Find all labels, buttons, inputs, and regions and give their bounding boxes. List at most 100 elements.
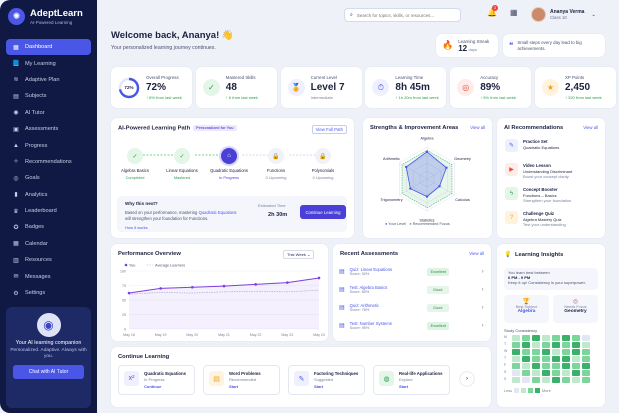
heatmap-cell (512, 377, 520, 383)
sidebar-item-label: Assessments (25, 126, 59, 133)
sidebar-item-label: Goals (25, 175, 40, 182)
path-node-linear-equations[interactable]: ✓ Linear Equations Mastered (162, 148, 202, 180)
sidebar-item-dashboard[interactable]: ▦ Dashboard (6, 39, 91, 56)
sidebar-item-settings[interactable]: ⚙ Settings (6, 285, 91, 301)
needs-focus: ◎ Needs Focus Geometry (553, 295, 598, 323)
heatmap-scale: Less More (504, 388, 551, 393)
lock-icon: 🔒 (315, 148, 331, 164)
radar-point (445, 166, 448, 169)
stat-text: Learning Time 8h 45m ↑ 1h 20m from last we… (395, 75, 438, 100)
assessment-row[interactable]: ▤ Test: Algebra Basics Score: 85% Good › (339, 282, 485, 297)
chat-ai-tutor-button[interactable]: Chat with AI Tutor (13, 365, 84, 379)
how-it-works-link[interactable]: How it works (125, 225, 148, 230)
sidebar-item-leaderboard[interactable]: ♛ Leaderboard (6, 203, 91, 219)
doc-icon: ▤ (339, 305, 345, 311)
radar-axis (426, 162, 455, 180)
rec-item-video-lesson[interactable]: ▶ Video Lesson Understanding Discriminant B… (505, 163, 572, 179)
sidebar-item-messages[interactable]: ✉ Messages (6, 268, 91, 284)
radar-point (425, 195, 429, 198)
stat-card-learning-time: ⏱ Learning Time 8h 45m ↑ 1h 20m from last w… (365, 67, 447, 108)
continue-action-button[interactable]: Continue (144, 383, 162, 389)
sidebar-item-label: Analytics (25, 191, 48, 198)
path-node-functions[interactable]: 🔒 Functions 0 Upcoming (256, 148, 296, 180)
radar-label-geometry: Geometry (454, 157, 471, 161)
continue-action-button[interactable]: Start (314, 383, 324, 389)
continue-action-button[interactable]: Start (399, 383, 409, 389)
rec-item-challenge-quiz[interactable]: ? Challenge Quiz Algebra Mastery Quiz Test … (505, 211, 566, 227)
sidebar-item-resources[interactable]: ▥ Resources (6, 252, 91, 268)
you-point (127, 291, 131, 295)
brand: ✺ AdeptLearn AI-Powered Learning (8, 8, 83, 25)
continue-item-factoring-techniques[interactable]: ✎ Factoring Techniques Suggested Start (288, 365, 365, 395)
user-menu[interactable]: Ananya Verma Class 10 ⌄ (531, 7, 596, 22)
continue-item-real-life-applications[interactable]: ◍ Real-life Applications Explore Start (373, 365, 450, 395)
strengths-view-all-link[interactable]: View all (470, 125, 485, 130)
path-node-polynomials[interactable]: 🔒 Polynomials 0 Upcoming (303, 148, 343, 180)
assess-view-all-link[interactable]: View all (469, 251, 484, 256)
target-icon: ◎ (13, 175, 19, 182)
radar-label-statistics: Statistics (419, 219, 434, 223)
sidebar-item-goals[interactable]: ◎ Goals (6, 170, 91, 186)
next-arrow-button[interactable]: › (460, 372, 474, 386)
view-full-path-link[interactable]: View Full Path (311, 125, 347, 134)
you-area (129, 277, 319, 329)
sidebar-item-label: AI Tutor (25, 109, 45, 116)
heatmap-cell (572, 349, 580, 355)
why-next-title: Why this next? (125, 201, 158, 206)
resources-icon: ▥ (13, 257, 19, 264)
search-input[interactable] (356, 12, 452, 18)
recs-view-all-link[interactable]: View all (583, 125, 598, 130)
sidebar-item-calendar[interactable]: ▦ Calendar (6, 236, 91, 252)
assessment-row[interactable]: ▤ Quiz: Arithmetic Score: 78% Good › (339, 300, 485, 315)
avatar (531, 7, 546, 22)
you-point (191, 285, 194, 289)
quote-card: ❝ Small steps every day lead to big achi… (503, 34, 605, 57)
assessment-row[interactable]: ▤ Test: Number Systems Score: 95% Excellent… (339, 318, 485, 333)
assessment-score: Score: 95% (349, 326, 370, 330)
sidebar-item-adaptive-plan[interactable]: ≋ Adaptive Plan (6, 72, 91, 88)
path-node-algebra-basics[interactable]: ✓ Algebra Basics Completed (115, 148, 155, 180)
sidebar-item-subjects[interactable]: ▤ Subjects (6, 88, 91, 104)
assessment-row[interactable]: ▤ Quiz: Linear Equations Score: 92% Excelle… (339, 264, 485, 279)
sidebar-item-badges[interactable]: ✪ Badges (6, 219, 91, 235)
rec-text: Concept Booster Functions – Basics Strengt… (523, 187, 571, 203)
calendar-icon[interactable]: ▦ (510, 8, 518, 17)
bell-icon[interactable]: 🔔 3 (487, 5, 498, 17)
path-node-quadratic-equations[interactable]: ⌂ Quadratic Equations In Progress (209, 148, 249, 180)
sidebar-item-analytics[interactable]: ▮ Analytics (6, 187, 91, 203)
continue-action-button[interactable]: Start (229, 383, 239, 389)
promo-title: Your AI learning companion (15, 340, 82, 346)
sidebar-item-recommendations[interactable]: ✧ Recommendations (6, 154, 91, 170)
learning-streak-card: 🔥 Learning Streak 12 days (436, 34, 498, 57)
continue-status: Recommended (229, 376, 257, 382)
check-icon: ✓ (127, 148, 143, 164)
sidebar-item-ai-tutor[interactable]: ◉ AI Tutor (6, 105, 91, 121)
radar-point (438, 185, 441, 188)
sidebar-item-progress[interactable]: ▲ Progress (6, 137, 91, 153)
learning-path-title: AI-Powered Learning Path (118, 125, 191, 132)
y-tick-label: 0 (124, 327, 126, 331)
stat-value: 2,450 (565, 82, 591, 93)
rec-item-concept-booster[interactable]: ϟ Concept Booster Functions – Basics Streng… (505, 187, 571, 203)
sidebar-item-assessments[interactable]: ▣ Assessments (6, 121, 91, 137)
gear-icon: ⚙ (13, 290, 19, 297)
assessment-title: Test: Algebra Basics (349, 285, 388, 290)
heatmap-day-label: T (504, 356, 507, 360)
sidebar-item-my-learning[interactable]: 📘 My Learning (6, 55, 91, 71)
heatmap-cell (552, 335, 560, 341)
stat-value: 72% (146, 82, 167, 93)
flame-icon: 🔥 (442, 40, 454, 50)
streak-label: Learning Streak (458, 38, 490, 44)
rec-item-practice-set[interactable]: ✎ Practice Set Quadratic Equations (505, 139, 559, 152)
heatmap-cell (532, 335, 540, 341)
continue-item-quadratic-equations[interactable]: x² Quadratic Equations In Progress Continue (118, 365, 195, 395)
rec-subtitle: Quadratic Equations (523, 144, 560, 150)
rec-subtitle: Algebra Mastery Quiz (523, 216, 562, 222)
continue-item-word-problems[interactable]: ▤ Word Problems Recommended Start (203, 365, 280, 395)
range-select[interactable]: This Week ⌄ (283, 250, 315, 259)
continue-learning-button[interactable]: Continue Learning (300, 205, 346, 219)
search-bar[interactable]: ⌕ (344, 8, 461, 22)
heatmap-cell (522, 356, 530, 362)
heatmap-cell (532, 370, 540, 376)
continue-title: Factoring Techniques (314, 371, 359, 376)
